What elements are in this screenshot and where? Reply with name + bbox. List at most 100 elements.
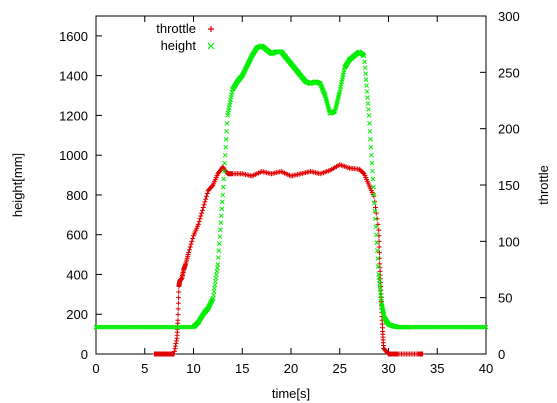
height-point	[481, 324, 487, 330]
height-point	[181, 324, 187, 330]
x-tick-label: 20	[284, 361, 298, 376]
height-point	[372, 200, 377, 206]
height-point	[215, 262, 221, 267]
height-point	[152, 324, 157, 330]
height-point	[444, 324, 450, 330]
height-point	[362, 65, 368, 71]
throttle-point	[200, 205, 206, 211]
height-point	[219, 206, 225, 212]
height-point	[374, 248, 380, 253]
y-tick-label: 1400	[59, 69, 88, 84]
height-point	[369, 160, 375, 166]
height-point	[132, 324, 138, 330]
height-point	[223, 144, 229, 150]
height-point	[373, 232, 379, 238]
y-tick-label: 1000	[59, 148, 88, 163]
height-point	[126, 324, 132, 330]
height-point	[175, 324, 181, 330]
height-point	[436, 324, 442, 330]
height-point	[371, 184, 376, 190]
height-point	[370, 168, 375, 174]
y2-tick-label: 200	[498, 122, 520, 137]
throttle-point	[420, 351, 426, 357]
height-point	[99, 324, 105, 330]
height-point	[144, 324, 150, 330]
height-point	[138, 324, 144, 330]
height-point	[224, 128, 230, 134]
height-point	[423, 324, 428, 330]
height-point	[142, 324, 148, 330]
height-point	[362, 59, 367, 65]
height-point	[473, 324, 479, 330]
height-point	[222, 160, 228, 166]
throttle-point	[186, 250, 192, 256]
height-point	[466, 324, 471, 330]
series-height	[93, 43, 489, 330]
height-point	[475, 324, 481, 330]
throttle-point	[199, 207, 205, 213]
height-point	[161, 324, 167, 330]
height-point	[115, 324, 120, 330]
height-point	[156, 324, 161, 330]
height-point	[216, 255, 221, 260]
y-tick-label: 1600	[59, 29, 88, 44]
height-point	[223, 136, 229, 142]
y-tick-label: 1200	[59, 108, 88, 123]
throttle-point	[376, 238, 382, 244]
x-tick-label: 0	[92, 361, 99, 376]
height-point	[409, 324, 415, 330]
height-point	[105, 324, 111, 330]
height-point	[454, 324, 460, 330]
height-point	[117, 324, 122, 330]
y2-axis-label: throttle	[536, 165, 551, 205]
throttle-point	[360, 170, 366, 176]
height-point	[363, 71, 368, 77]
height-point	[425, 324, 430, 330]
height-point	[375, 264, 381, 269]
height-point	[456, 324, 462, 330]
legend-label-throttle: throttle	[156, 21, 196, 36]
height-point	[407, 324, 413, 330]
height-point	[113, 324, 118, 330]
height-point	[222, 152, 228, 158]
height-point	[93, 324, 99, 330]
height-point	[107, 324, 113, 330]
throttle-point	[376, 227, 382, 233]
height-point	[365, 101, 371, 106]
height-point	[134, 324, 140, 330]
height-point	[462, 324, 467, 330]
height-point	[157, 324, 163, 330]
height-point	[415, 324, 421, 330]
height-point	[177, 324, 183, 330]
height-point	[167, 324, 173, 330]
height-point	[183, 324, 189, 330]
height-point	[363, 77, 369, 82]
height-point	[458, 324, 464, 330]
throttle-point	[202, 199, 208, 205]
throttle-point	[196, 219, 202, 225]
height-point	[220, 184, 226, 190]
height-point	[427, 324, 432, 330]
height-point	[446, 324, 452, 330]
height-point	[101, 324, 107, 330]
height-point	[146, 324, 152, 330]
height-point	[140, 324, 146, 330]
height-point	[171, 324, 177, 330]
height-point	[179, 324, 185, 330]
height-point	[448, 324, 454, 330]
height-point	[430, 324, 436, 330]
height-point	[374, 240, 380, 246]
y-axis-label: height[mm]	[10, 153, 25, 217]
throttle-point	[209, 183, 215, 189]
height-point	[109, 324, 114, 330]
height-point	[124, 324, 130, 330]
height-point	[432, 324, 438, 330]
y-tick-label: 600	[66, 228, 88, 243]
height-point	[471, 324, 477, 330]
height-point	[434, 324, 440, 330]
height-point	[159, 324, 165, 330]
y2-tick-label: 0	[498, 347, 505, 362]
height-point	[405, 324, 411, 330]
height-point	[163, 324, 169, 330]
height-point	[460, 324, 465, 330]
